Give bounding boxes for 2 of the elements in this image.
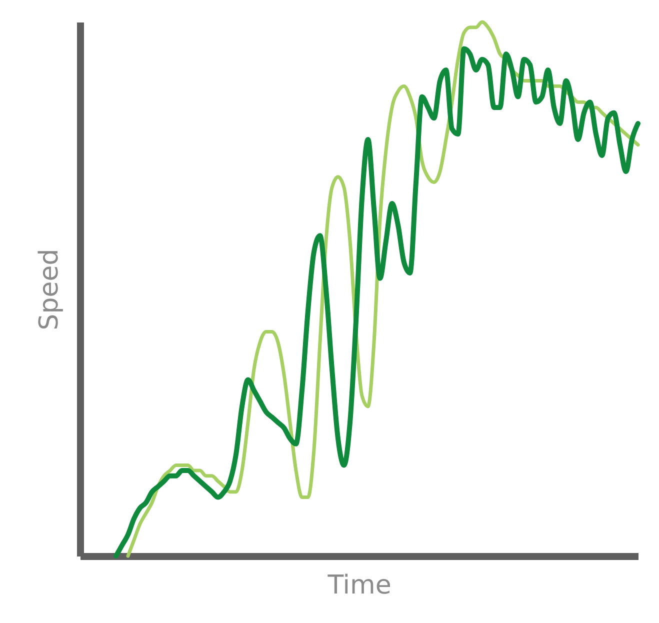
x-axis-title: Time (326, 570, 392, 600)
y-axis-title: Speed (34, 248, 64, 330)
